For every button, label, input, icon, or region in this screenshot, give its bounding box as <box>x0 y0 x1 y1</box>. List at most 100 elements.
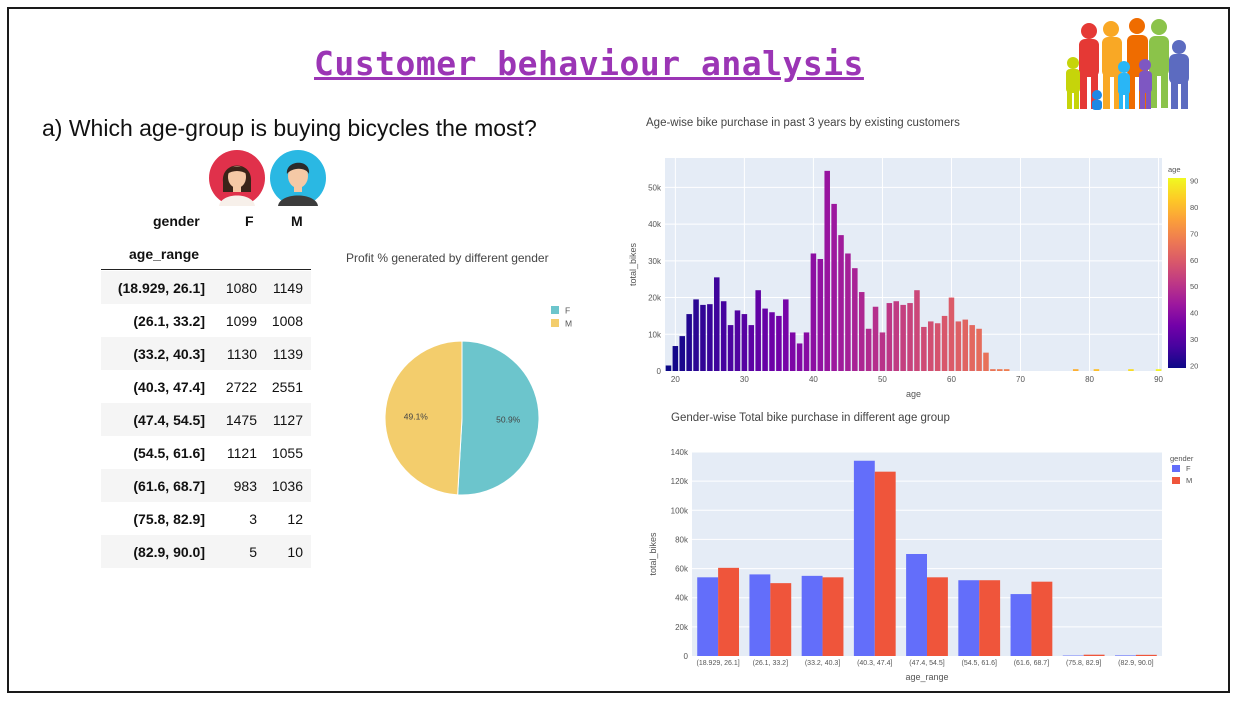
x-tick-label: 40 <box>809 375 818 384</box>
x-tick-label: 90 <box>1154 375 1163 384</box>
y-axis-title: total_bikes <box>648 532 658 576</box>
cell-f: 2722 <box>225 379 257 395</box>
table-row: (18.929, 26.1] 1080 1149 <box>101 271 311 304</box>
age-bar <box>969 325 975 371</box>
age-bar <box>927 321 934 371</box>
plot-background <box>665 158 1162 371</box>
age-bar <box>672 346 679 371</box>
question-text: a) Which age-group is buying bicycles th… <box>42 115 537 141</box>
cell-m: 1055 <box>271 445 303 461</box>
age-bar <box>796 343 803 371</box>
row-label: (82.9, 90.0] <box>133 544 205 560</box>
age-bar <box>914 290 920 371</box>
cell-f: 1130 <box>226 346 257 362</box>
legend-label: F <box>1186 464 1191 473</box>
x-axis-title: age_range <box>905 672 948 682</box>
row-label: (26.1, 33.2] <box>133 313 205 329</box>
age-bar <box>693 299 699 371</box>
age-bar <box>762 308 768 371</box>
bar-f <box>749 574 771 656</box>
colorbar-tick-label: 90 <box>1190 177 1198 186</box>
age-bar <box>893 301 900 371</box>
x-tick-label: (75.8, 82.9] <box>1066 660 1101 667</box>
bar-m <box>718 567 739 656</box>
table-row: (33.2, 40.3] 1130 1139 <box>101 337 311 370</box>
family-logo <box>1066 18 1189 110</box>
legend-swatch-f <box>551 306 559 314</box>
row-label: (47.4, 54.5] <box>133 412 205 428</box>
age-bar <box>734 310 741 371</box>
bar-m <box>822 577 844 656</box>
age-bar <box>679 336 686 371</box>
pie-chart-title: Profit % generated by different gender <box>346 251 549 265</box>
bar-m <box>770 583 792 656</box>
x-tick-label: (54.5, 61.6] <box>962 660 997 667</box>
bar-f <box>958 580 980 656</box>
age-bar <box>1128 369 1134 371</box>
table-row: (47.4, 54.5] 1475 1127 <box>101 403 311 436</box>
age-bar <box>831 203 837 371</box>
table-row: (26.1, 33.2] 1099 1008 <box>101 304 311 337</box>
age-bar <box>810 253 817 371</box>
legend-title: gender <box>1170 454 1194 463</box>
age-bar <box>962 319 969 371</box>
age-bar <box>886 303 893 371</box>
cell-m: 1149 <box>272 280 303 296</box>
x-axis-title: age <box>906 389 921 399</box>
y-tick-label: 100k <box>671 506 689 515</box>
age-bar <box>686 314 692 371</box>
bar-f <box>1115 655 1136 656</box>
legend-swatch-m <box>1172 477 1180 484</box>
bar-m <box>979 580 1001 656</box>
cell-m: 1127 <box>272 412 303 428</box>
table-row: (61.6, 68.7] 983 1036 <box>101 469 311 502</box>
age-bar <box>741 314 748 371</box>
y-axis-title: total_bikes <box>628 242 638 286</box>
age-bar <box>858 292 865 371</box>
age-bar <box>1093 369 1100 371</box>
age-bar <box>838 235 844 371</box>
age-bar <box>845 253 851 371</box>
age-bar <box>803 332 810 371</box>
age-bar <box>776 315 782 371</box>
y-tick-label: 40k <box>648 220 662 229</box>
bar-m <box>874 471 896 656</box>
colorbar <box>1168 178 1186 368</box>
age-bar <box>727 325 734 371</box>
bar-m <box>1135 654 1157 656</box>
y-tick-label: 50k <box>648 183 662 192</box>
age-bar <box>817 258 824 371</box>
age-bar <box>997 369 1003 371</box>
y-tick-label: 0 <box>684 652 689 661</box>
column-header-label: gender <box>153 213 200 229</box>
x-tick-label: 60 <box>947 375 956 384</box>
cell-m: 12 <box>287 511 303 527</box>
x-tick-label: (33.2, 40.3] <box>805 660 840 667</box>
cell-f: 3 <box>249 511 257 527</box>
cell-m: 1036 <box>271 478 303 494</box>
cell-f: 1475 <box>225 412 257 428</box>
colorbar-tick-label: 60 <box>1190 256 1198 265</box>
pie-slice-m <box>384 340 463 496</box>
bar-f <box>801 575 823 656</box>
x-tick-label: (47.4, 54.5] <box>909 660 944 667</box>
y-tick-label: 10k <box>648 330 662 339</box>
age-bar <box>872 306 879 371</box>
table-row: (40.3, 47.4] 2722 2551 <box>101 370 311 403</box>
x-tick-label: 80 <box>1085 375 1094 384</box>
age-bar <box>921 326 927 371</box>
age-bar <box>824 170 830 371</box>
row-header-label: age_range <box>129 246 200 262</box>
table-row: (82.9, 90.0] 5 10 <box>101 535 311 568</box>
age-bar <box>934 323 941 371</box>
colorbar-tick-label: 70 <box>1190 229 1198 238</box>
age-bar <box>748 325 755 371</box>
cell-m: 1008 <box>271 313 303 329</box>
age-bar <box>941 315 948 371</box>
x-tick-label: (61.6, 68.7] <box>1014 660 1049 667</box>
age-bar <box>852 268 858 371</box>
age-bar <box>755 290 761 371</box>
age-bar <box>714 277 720 371</box>
row-label: (61.6, 68.7] <box>133 478 205 494</box>
y-tick-label: 140k <box>671 448 689 457</box>
